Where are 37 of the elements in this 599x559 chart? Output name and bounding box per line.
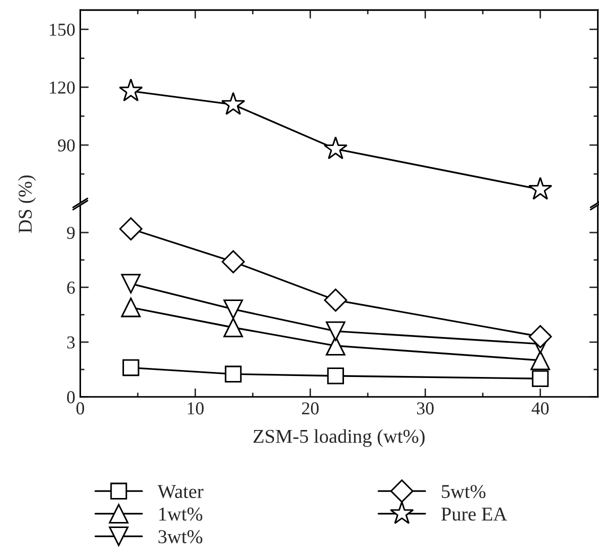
y-tick-label: 90	[58, 139, 75, 152]
point	[530, 350, 550, 370]
legend-label: Pure EA	[441, 508, 508, 521]
point	[224, 366, 242, 382]
point	[222, 250, 245, 274]
legend-label: 5wt%	[442, 484, 486, 498]
point	[223, 318, 244, 338]
point	[121, 298, 141, 318]
x-tick-label: 10	[188, 402, 204, 414]
y-tick-label: 0	[67, 391, 75, 404]
x-axis-title: ZSM-5 loading (wt%)	[254, 429, 425, 447]
y-tick-label: 150	[50, 24, 75, 36]
x-tick-label: 40	[532, 402, 549, 414]
point	[122, 359, 140, 376]
point	[327, 367, 344, 384]
x-tick-label: 30	[417, 402, 434, 414]
legend-label: 1wt%	[159, 508, 202, 521]
point	[324, 136, 348, 160]
point	[223, 299, 244, 320]
point	[528, 325, 552, 348]
point	[221, 92, 246, 115]
y-tick-label: 6	[67, 282, 75, 294]
point	[121, 274, 141, 294]
point	[326, 321, 346, 341]
point	[118, 78, 143, 102]
y-axis-title: DS (%)	[18, 175, 36, 233]
point	[528, 176, 552, 200]
point	[324, 288, 348, 312]
point	[532, 370, 549, 388]
y-tick-label: 3	[67, 336, 75, 349]
legend-label: 3wt%	[158, 530, 202, 544]
x-tick-label: 20	[302, 402, 319, 414]
x-tick-label: 0	[76, 402, 84, 414]
point	[119, 217, 142, 240]
y-tick-label: 120	[50, 81, 75, 94]
y-tick-label: 9	[66, 226, 75, 239]
legend-label: Water	[158, 485, 204, 498]
